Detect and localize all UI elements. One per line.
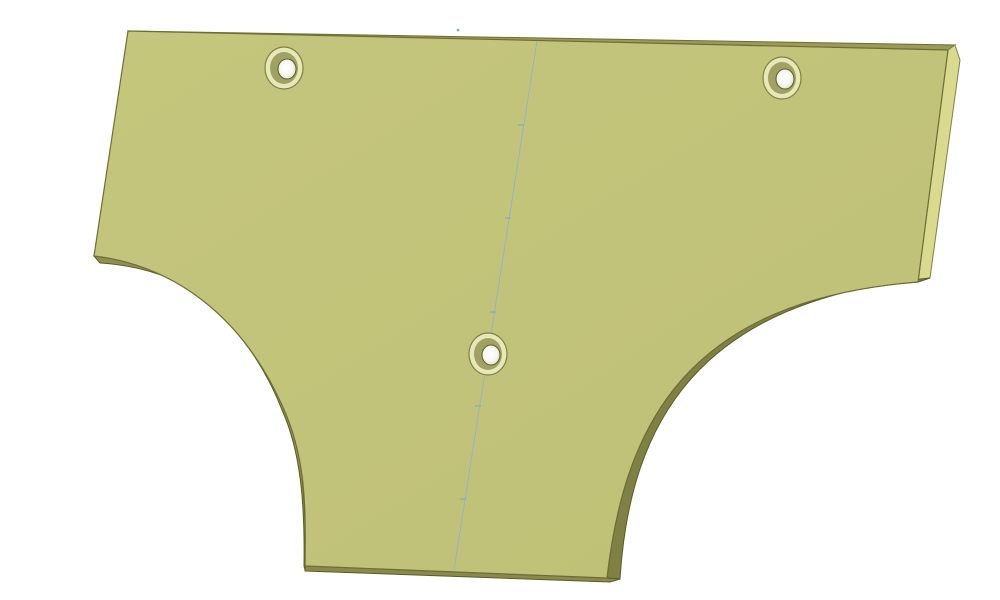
axis-tick-marks [460,124,524,500]
plate-face[interactable] [93,30,949,579]
axis-end-marker [456,28,460,32]
countersunk-hole-icon[interactable] [762,56,802,100]
center-axis-line [453,40,538,571]
countersunk-hole-icon[interactable] [264,46,304,90]
countersunk-hole-icon[interactable] [468,332,508,376]
